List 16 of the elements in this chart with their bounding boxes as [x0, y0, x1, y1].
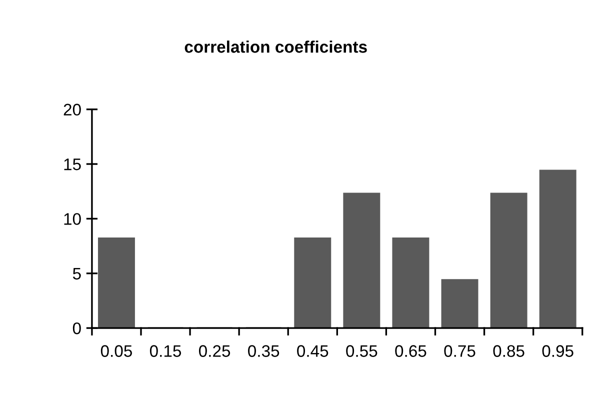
x-tick-label: 0.55	[346, 345, 378, 357]
x-tick-label: 0.15	[150, 345, 182, 357]
x-tick-label: 0.85	[493, 345, 524, 357]
y-tick-label: 5	[72, 268, 81, 280]
y-tick-label: 0	[72, 322, 81, 334]
x-tick-label: 0.65	[395, 345, 426, 357]
y-tick-label: 10	[64, 213, 81, 225]
x-tick-label: 0.45	[297, 345, 328, 357]
x-tick-label: 0.95	[542, 345, 574, 357]
y-tick-label: 15	[64, 158, 81, 170]
y-tick-label: 20	[64, 104, 81, 116]
chart-title: correlation coefficients	[184, 40, 367, 53]
x-tick-label: 0.35	[248, 345, 280, 357]
x-tick-label: 0.75	[444, 345, 476, 357]
x-tick-label: 0.25	[198, 345, 230, 357]
x-tick-label: 0.05	[100, 345, 132, 357]
